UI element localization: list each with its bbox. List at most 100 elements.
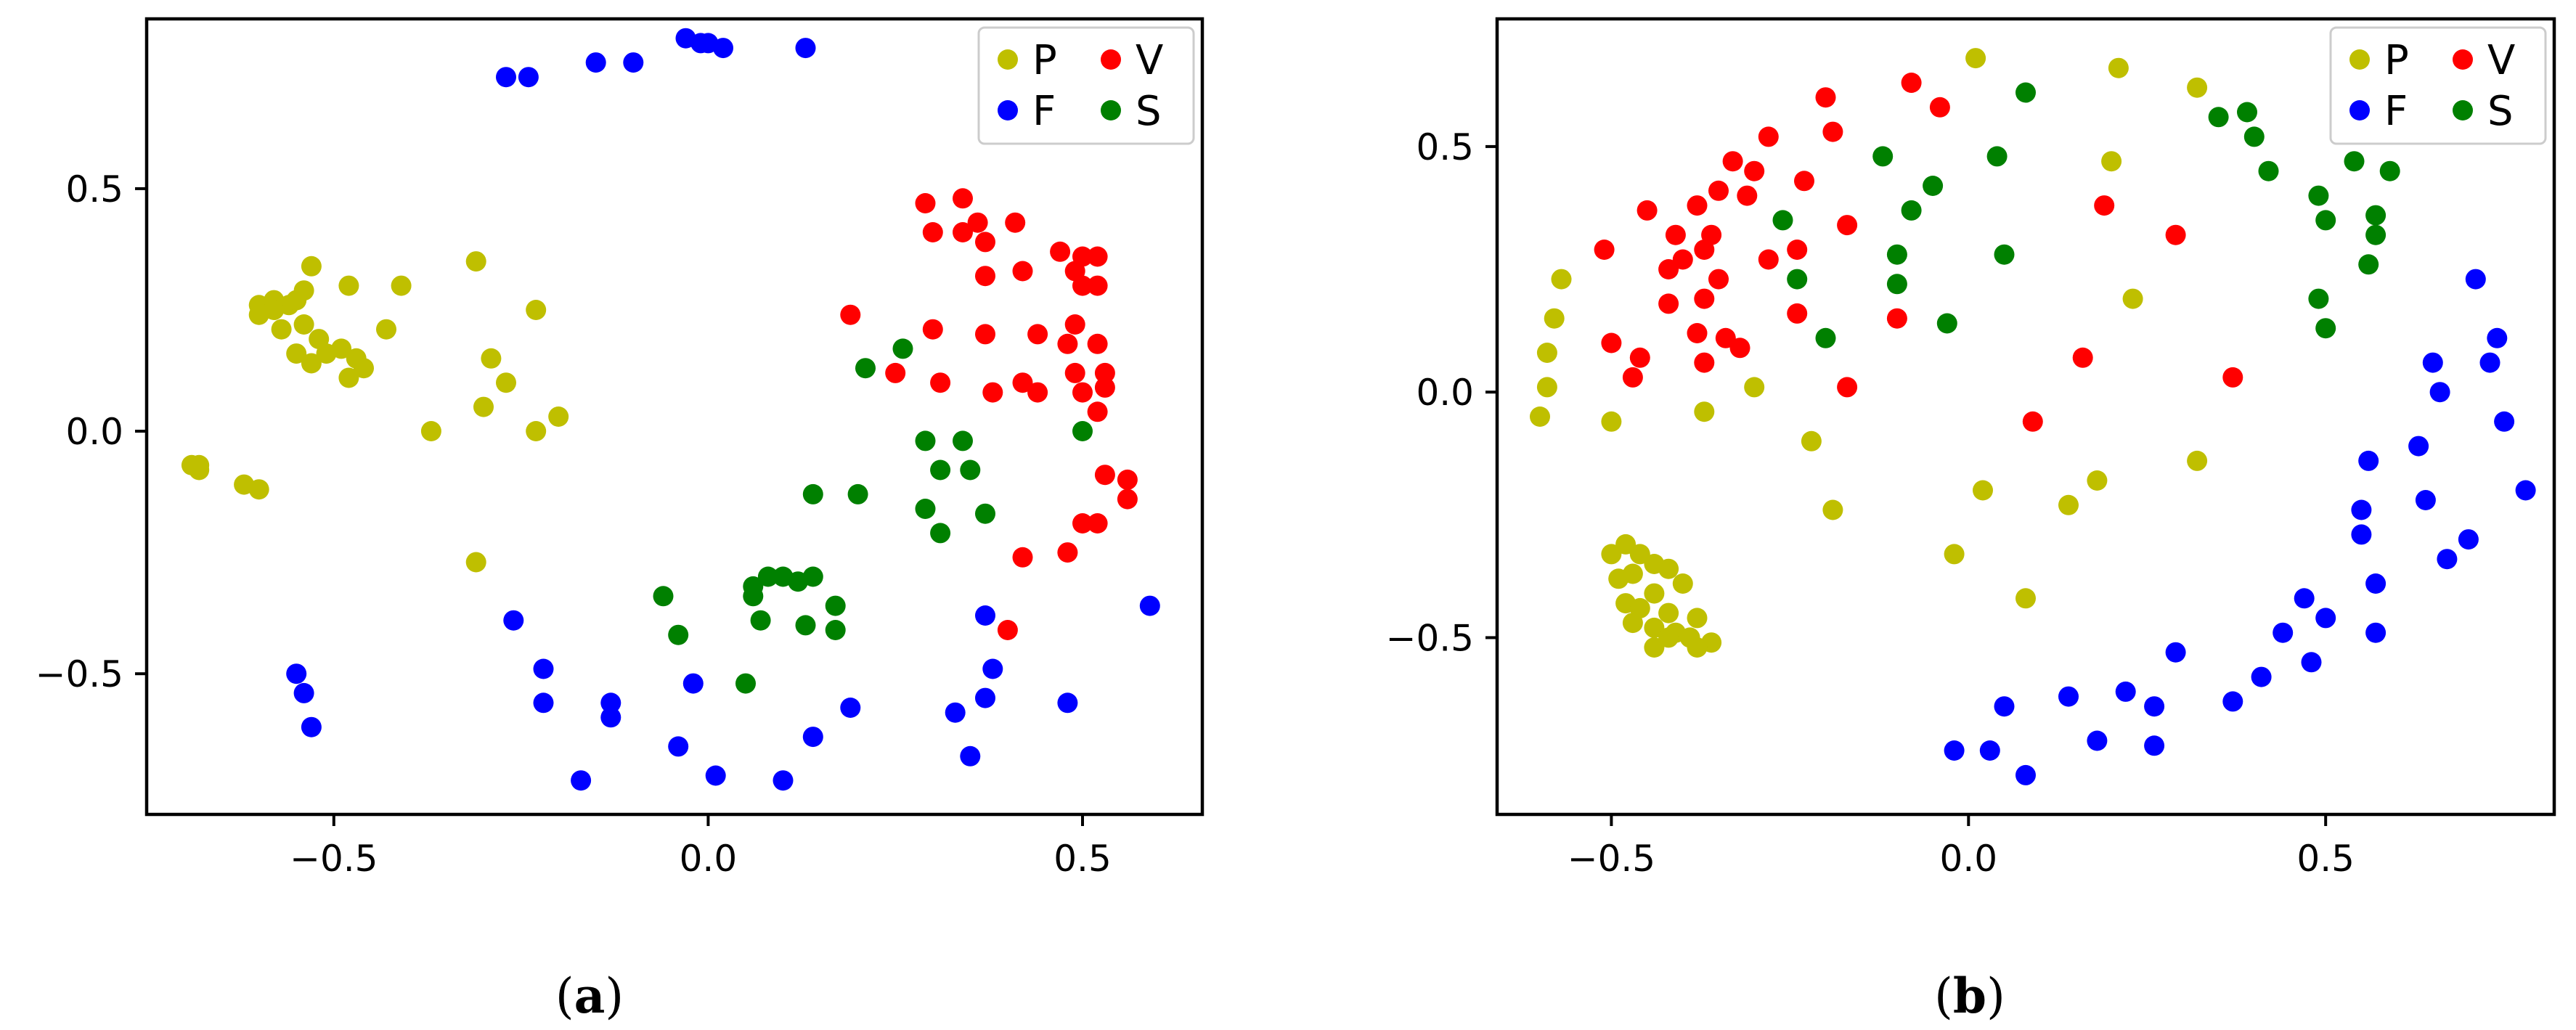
panel-b-point-v-32 bbox=[1622, 367, 1643, 388]
panel-b-point-v-16 bbox=[1708, 269, 1729, 290]
panel-b-point-f-2 bbox=[2479, 352, 2500, 373]
panel-a-point-f-15 bbox=[293, 682, 314, 703]
panel-b-point-v-27 bbox=[1886, 308, 1907, 329]
panel-a-point-f-30 bbox=[571, 770, 592, 791]
panel-a-point-p-0 bbox=[301, 256, 322, 277]
panel-a-legend-label-v: V bbox=[1136, 37, 1163, 84]
panel-a-point-s-0 bbox=[892, 338, 913, 359]
panel-b-point-f-7 bbox=[2408, 436, 2429, 457]
panel-a-point-p-27 bbox=[548, 406, 569, 427]
panel-a-point-s-13 bbox=[757, 566, 778, 587]
panel-b-point-p-19 bbox=[1944, 544, 1965, 565]
panel-b-point-v-37 bbox=[2222, 367, 2243, 388]
panel-b-point-f-17 bbox=[2273, 622, 2294, 643]
panel-b-point-f-26 bbox=[2144, 696, 2165, 717]
panel-b-point-f-25 bbox=[1994, 696, 2015, 717]
panel-b-point-s-13 bbox=[1923, 176, 1944, 196]
panel-b-point-f-31 bbox=[2015, 764, 2036, 785]
panel-a-point-v-33 bbox=[1117, 469, 1138, 490]
panel-a-point-v-16 bbox=[922, 319, 943, 340]
panel-b-point-f-27 bbox=[2087, 730, 2108, 751]
panel-a-point-f-12 bbox=[533, 658, 554, 679]
panel-a-point-v-27 bbox=[1012, 372, 1033, 393]
panel-a-point-s-4 bbox=[930, 459, 951, 481]
panel-b-point-p-41 bbox=[1644, 637, 1665, 658]
panel-a-point-v-13 bbox=[1072, 275, 1093, 296]
panel-b-point-s-19 bbox=[1886, 274, 1907, 295]
panel-a-series-p bbox=[181, 251, 569, 573]
panel-b-series-v bbox=[1594, 73, 2243, 432]
panel-a-point-v-22 bbox=[1094, 362, 1115, 383]
panel-b-point-f-28 bbox=[2144, 735, 2165, 756]
panel-b-point-v-23 bbox=[1658, 293, 1679, 314]
panel-b-point-s-12 bbox=[2365, 224, 2387, 245]
panel-a-point-f-7 bbox=[496, 67, 516, 88]
panel-a-point-v-17 bbox=[975, 324, 995, 345]
panel-b-point-p-5 bbox=[1551, 269, 1572, 290]
panel-b-point-p-6 bbox=[1544, 308, 1565, 329]
panel-a-point-p-21 bbox=[465, 251, 486, 272]
panel-a-point-v-35 bbox=[1072, 513, 1093, 534]
panel-a-point-v-28 bbox=[1027, 382, 1048, 403]
panel-b-point-f-8 bbox=[2358, 450, 2379, 471]
panel-a-point-p-31 bbox=[189, 459, 210, 481]
panel-b-point-v-4 bbox=[1758, 126, 1779, 147]
panel-b-point-v-9 bbox=[1687, 195, 1708, 216]
panel-b-point-v-17 bbox=[1787, 240, 1808, 260]
panel-a-point-s-2 bbox=[915, 430, 936, 451]
panel-b-point-f-19 bbox=[2251, 666, 2272, 687]
panel-a-legend-label-s: S bbox=[1136, 88, 1162, 135]
panel-b-point-p-40 bbox=[1687, 637, 1708, 658]
panel-a-point-f-6 bbox=[623, 52, 644, 73]
panel-b-point-p-1 bbox=[2108, 57, 2129, 78]
panel-b-point-v-28 bbox=[1729, 338, 1750, 359]
panel-a-point-s-21 bbox=[795, 615, 816, 636]
panel-b-point-v-35 bbox=[2165, 224, 2186, 245]
panel-a-y-axis: −0.5 0.0 0.5 bbox=[36, 168, 147, 695]
panel-b: −0.5 0.0 0.5 −0.5 0.0 0.5 P V F S (b) bbox=[1386, 17, 2556, 1024]
panel-b-point-v-3 bbox=[1822, 121, 1843, 142]
panel-b-point-f-13 bbox=[2437, 549, 2458, 570]
panel-b-point-s-14 bbox=[1901, 200, 1922, 221]
panel-b-point-s-17 bbox=[1886, 244, 1907, 265]
panel-a-point-f-28 bbox=[705, 765, 726, 786]
panel-a-point-v-0 bbox=[915, 193, 936, 213]
panel-b-point-p-4 bbox=[2122, 288, 2143, 309]
panel-b-point-v-30 bbox=[1629, 347, 1650, 368]
panel-a-point-v-1 bbox=[953, 188, 973, 209]
panel-a-point-v-11 bbox=[975, 266, 995, 287]
panel-a-point-f-21 bbox=[600, 707, 621, 728]
panel-a-point-p-22 bbox=[526, 300, 547, 320]
panel-b-frame bbox=[1495, 17, 2556, 817]
panel-a-point-f-8 bbox=[518, 67, 539, 88]
panel-b-point-v-8 bbox=[1708, 180, 1729, 201]
panel-b-point-v-33 bbox=[1837, 377, 1858, 398]
panel-b-point-p-7 bbox=[1536, 343, 1557, 363]
panel-b-point-s-2 bbox=[2237, 102, 2257, 123]
panel-a-point-p-33 bbox=[248, 479, 269, 500]
panel-b-legend-box bbox=[2329, 26, 2547, 145]
panel-a-legend-marker-s bbox=[1101, 100, 1121, 120]
panel-b-point-p-34 bbox=[1622, 613, 1643, 634]
panel-b-point-s-7 bbox=[1872, 146, 1894, 167]
panel-b-point-v-20 bbox=[1594, 240, 1615, 260]
panel-a-x-axis: −0.5 0.0 0.5 bbox=[290, 814, 1112, 880]
panel-a-point-f-22 bbox=[945, 702, 966, 723]
panel-a-points bbox=[181, 28, 1160, 791]
panel-b-point-s-20 bbox=[1787, 269, 1808, 290]
panel-a-point-f-24 bbox=[301, 716, 322, 737]
panel-a-point-v-25 bbox=[930, 372, 951, 393]
panel-b-point-v-0 bbox=[1901, 73, 1922, 93]
panel-b-point-v-14 bbox=[1694, 240, 1715, 260]
panel-a-point-p-8 bbox=[338, 275, 359, 296]
panel-a-point-p-28 bbox=[420, 421, 441, 441]
panel-b-point-p-15 bbox=[2187, 450, 2208, 471]
panel-a-point-v-14 bbox=[1087, 275, 1108, 296]
panel-b-x-tick-label-1: 0.0 bbox=[1940, 838, 1998, 880]
panel-a-caption-letter: a bbox=[574, 968, 606, 1024]
panel-b-point-f-4 bbox=[2429, 382, 2450, 403]
panel-b-point-p-35 bbox=[1644, 617, 1665, 638]
panel-a-point-f-11 bbox=[975, 605, 995, 626]
panel-b-point-p-27 bbox=[1608, 568, 1629, 589]
